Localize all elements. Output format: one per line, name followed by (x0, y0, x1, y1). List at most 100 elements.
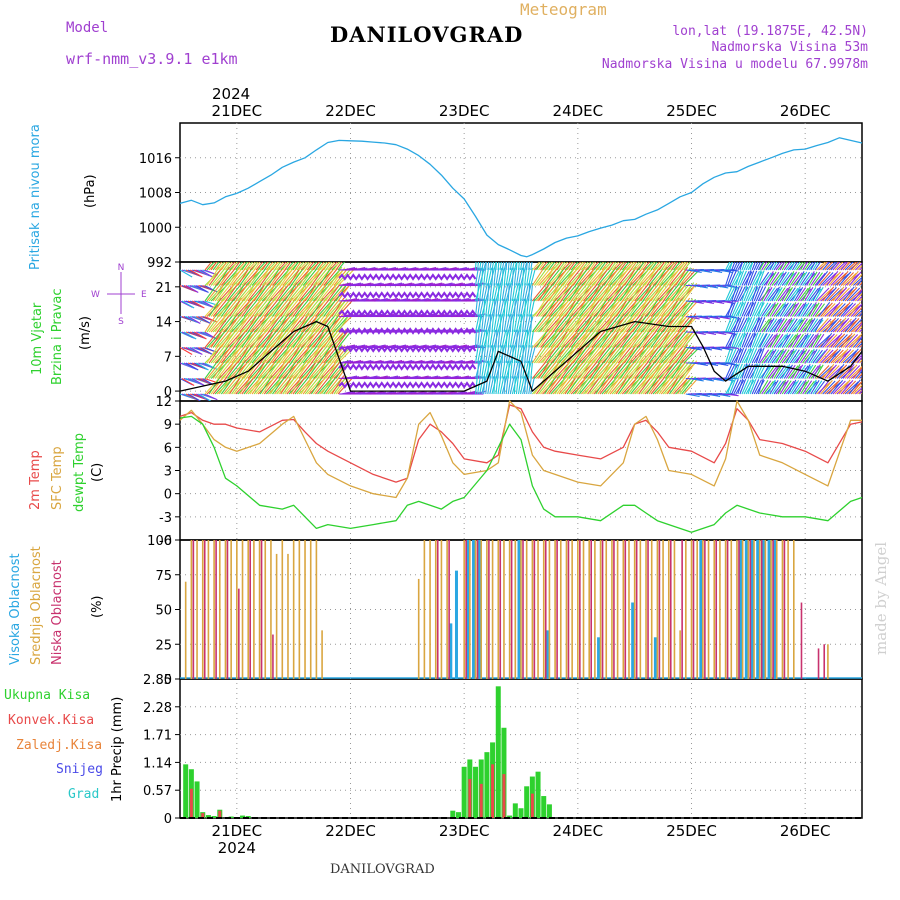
wind-arrow (255, 313, 269, 333)
wind-arrow (671, 346, 687, 364)
wind-arrow (286, 299, 302, 317)
wind-arrow (749, 332, 756, 348)
wind-arrow (274, 346, 290, 364)
wind-arrow (675, 330, 691, 348)
wind-arrow (300, 284, 317, 302)
wind-arrow (733, 379, 742, 395)
wind-arrow (743, 301, 752, 317)
wind-arrow (621, 360, 636, 379)
y-tick-label-2-5: 9 (164, 418, 172, 433)
wind-arrow (735, 363, 743, 379)
wind-arrow (216, 361, 232, 379)
wind-arrow (585, 267, 599, 286)
wind-arrow (304, 282, 318, 302)
wind-arrow (517, 360, 520, 379)
wind-arrow (558, 346, 575, 364)
y-tick-label-2-2: 0 (164, 488, 172, 503)
wind-arrow (806, 334, 817, 348)
wind-arrow (781, 272, 793, 286)
wind-arrow (634, 262, 643, 271)
wind-arrow (675, 266, 689, 286)
wind-arrow (570, 330, 586, 348)
wind-arrow (304, 376, 320, 395)
wind-arrow (771, 272, 783, 286)
wind-arrow (566, 315, 583, 333)
wind-arrow (249, 361, 266, 379)
wind-arrow (274, 282, 288, 302)
wind-arrow (325, 346, 341, 364)
wind-arrow (787, 318, 798, 333)
wind-arrow (538, 359, 551, 379)
wind-arrow (296, 330, 312, 348)
wind-arrow (208, 284, 225, 302)
wind-arrow (796, 318, 806, 333)
wind-arrow (617, 298, 632, 317)
wind-arrow (321, 314, 336, 333)
wind-arrow (836, 262, 847, 271)
wind-arrow (757, 333, 767, 348)
wind-arrow (276, 377, 292, 395)
wind-arrow (791, 333, 802, 348)
wind-arrow (333, 262, 340, 271)
wind-arrow (564, 361, 581, 379)
wind-arrow (861, 377, 862, 379)
wind-arrow (268, 262, 277, 271)
wind-arrow (626, 267, 640, 286)
wind-arrow (538, 262, 545, 271)
wind-arrow (210, 268, 226, 286)
wind-arrow (546, 298, 561, 317)
wind-arrow (632, 299, 648, 317)
wind-arrow (632, 262, 640, 271)
wind-arrow (576, 262, 584, 271)
wind-arrow (562, 313, 577, 333)
wind-arrow (652, 262, 661, 271)
wind-arrow (485, 267, 490, 286)
wind-arrow (507, 376, 512, 395)
wind-arrow (749, 378, 757, 395)
wind-arrow (261, 268, 277, 286)
wind-arrow (675, 361, 690, 379)
wind-arrow (599, 376, 615, 395)
wind-arrow (300, 314, 316, 333)
wind-arrow (434, 344, 447, 349)
wind-arrow (581, 330, 596, 348)
wind-arrow (846, 365, 861, 379)
wind-arrow (261, 315, 278, 333)
wind-arrow (727, 286, 736, 302)
wind-arrow (212, 359, 226, 379)
wind-arrow (564, 267, 579, 286)
wind-arrow (820, 349, 834, 364)
wind-arrow (814, 317, 823, 333)
wind-arrow (365, 297, 378, 302)
wind-arrow (319, 262, 328, 271)
temp-line-1 (179, 400, 862, 499)
wind-arrow (550, 299, 566, 317)
wind-arrow (634, 361, 649, 379)
wind-arrow (769, 349, 780, 364)
wind-arrow (386, 375, 399, 380)
wind-arrow (261, 375, 276, 395)
wind-arrow (208, 375, 222, 395)
wind-arrow (245, 282, 260, 302)
wind-arrow (662, 313, 676, 333)
wind-arrow (200, 347, 213, 355)
wind-arrow (206, 262, 215, 271)
wind-arrow (572, 313, 587, 333)
wind-arrow (576, 345, 592, 364)
wind-arrow (474, 298, 478, 317)
wind-arrow (664, 266, 678, 286)
wind-arrow (673, 377, 689, 395)
wind-arrow (632, 330, 647, 348)
wind-arrow (474, 262, 477, 271)
wind-arrow (568, 268, 585, 286)
wind-arrow (394, 266, 407, 271)
wind-arrow (783, 317, 793, 333)
wind-arrow (257, 313, 272, 333)
wind-arrow (636, 344, 651, 364)
wind-arrow (323, 375, 338, 395)
wind-arrow (515, 262, 518, 271)
wind-arrow (775, 287, 786, 302)
wind-arrow (613, 330, 630, 348)
wind-arrow (644, 330, 661, 348)
